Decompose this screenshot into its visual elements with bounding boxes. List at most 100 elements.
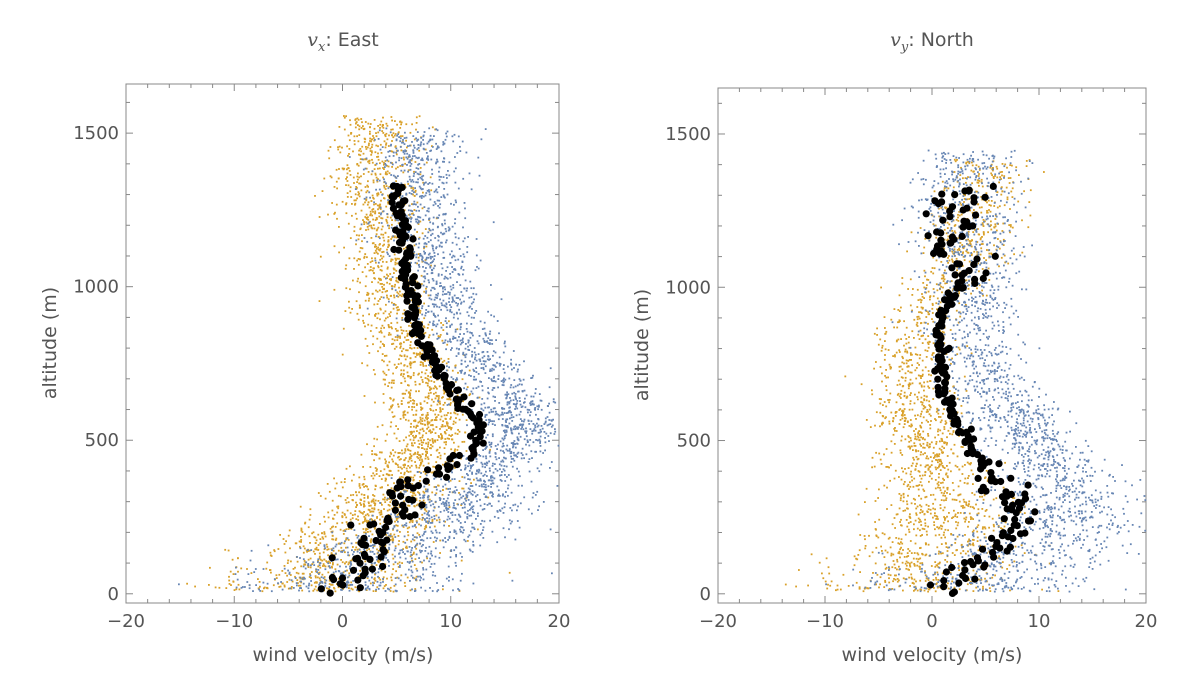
orange-scatter-point — [345, 202, 348, 205]
orange-scatter-point — [362, 512, 364, 515]
orange-scatter-point — [395, 367, 397, 369]
blue-scatter-point — [440, 263, 443, 265]
blue-scatter-point — [510, 429, 513, 432]
orange-scatter-point — [413, 138, 416, 141]
orange-scatter-point — [284, 572, 287, 574]
blue-scatter-point — [449, 253, 451, 256]
orange-scatter-point — [395, 259, 397, 261]
orange-scatter-point — [400, 362, 402, 365]
blue-scatter-point — [414, 261, 417, 264]
blue-scatter-point — [455, 555, 457, 558]
blue-scatter-point — [500, 460, 503, 463]
orange-scatter-point — [382, 587, 385, 590]
blue-scatter-point — [455, 489, 458, 491]
orange-scatter-point — [372, 224, 375, 226]
blue-scatter-point — [427, 155, 429, 158]
orange-scatter-point — [331, 583, 334, 586]
orange-scatter-point — [409, 364, 412, 367]
blue-scatter-point — [465, 353, 468, 356]
orange-scatter-point — [386, 281, 388, 284]
orange-scatter-point — [382, 260, 384, 263]
blue-scatter-point — [498, 362, 501, 365]
blue-scatter-point — [488, 450, 491, 453]
orange-scatter-point — [340, 481, 343, 484]
orange-scatter-point — [371, 214, 373, 217]
orange-scatter-point — [411, 495, 414, 498]
orange-scatter-point — [380, 269, 383, 272]
orange-scatter-point — [369, 140, 371, 142]
orange-scatter-point — [420, 439, 423, 442]
blue-scatter-point — [339, 572, 342, 575]
orange-scatter-point — [358, 128, 361, 131]
blue-scatter-point — [435, 488, 438, 491]
blue-scatter-point — [452, 286, 455, 289]
blue-scatter-point — [520, 452, 523, 454]
orange-scatter-point — [347, 584, 350, 587]
blue-scatter-point — [497, 386, 499, 389]
orange-scatter-point — [319, 558, 322, 561]
orange-scatter-point — [332, 525, 334, 528]
orange-scatter-point — [379, 307, 382, 310]
orange-scatter-point — [456, 413, 459, 416]
orange-scatter-point — [393, 533, 396, 536]
orange-scatter-point — [458, 492, 460, 494]
blue-scatter-point — [491, 339, 493, 342]
blue-scatter-point — [415, 209, 418, 212]
blue-scatter-point — [443, 256, 446, 259]
blue-scatter-point — [410, 565, 413, 568]
blue-scatter-point — [427, 207, 430, 210]
orange-scatter-point — [439, 454, 442, 457]
orange-scatter-point — [391, 236, 394, 239]
blue-scatter-point — [527, 508, 530, 511]
blue-scatter-point — [509, 507, 512, 509]
orange-scatter-point — [359, 154, 362, 157]
orange-scatter-point — [307, 558, 310, 561]
blue-scatter-point — [385, 182, 387, 185]
orange-scatter-point — [281, 582, 284, 585]
orange-scatter-point — [373, 507, 376, 510]
orange-scatter-point — [372, 179, 375, 182]
orange-scatter-point — [332, 572, 335, 575]
orange-scatter-point — [379, 470, 382, 472]
blue-scatter-point — [435, 148, 438, 150]
orange-scatter-point — [341, 549, 344, 552]
blue-scatter-point — [355, 239, 358, 242]
blue-scatter-point — [448, 537, 451, 539]
orange-scatter-point — [415, 526, 417, 529]
blue-scatter-point — [422, 284, 425, 287]
orange-scatter-point — [334, 526, 337, 528]
blue-scatter-point — [540, 399, 543, 402]
blue-scatter-point — [432, 312, 435, 315]
orange-scatter-point — [345, 203, 347, 206]
blue-scatter-point — [460, 371, 463, 374]
blue-scatter-point — [416, 542, 419, 545]
orange-scatter-point — [387, 165, 390, 168]
blue-scatter-point — [483, 508, 486, 510]
blue-scatter-point — [495, 412, 498, 415]
orange-scatter-point — [442, 588, 444, 591]
orange-scatter-point — [404, 489, 407, 492]
blue-scatter-point — [473, 351, 476, 354]
orange-scatter-point — [374, 467, 377, 469]
blue-scatter-point — [538, 431, 541, 434]
orange-scatter-point — [392, 398, 395, 401]
orange-scatter-point — [316, 589, 319, 592]
orange-scatter-point — [319, 579, 322, 582]
blue-scatter-point — [442, 485, 444, 488]
orange-scatter-point — [348, 170, 351, 172]
orange-scatter-point — [449, 418, 452, 420]
blue-scatter-point — [463, 506, 466, 509]
blue-scatter-point — [472, 301, 475, 304]
orange-scatter-point — [357, 515, 359, 518]
orange-scatter-point — [366, 345, 369, 347]
blue-scatter-point — [478, 469, 481, 472]
blue-scatter-point — [410, 218, 412, 220]
blue-scatter-point — [476, 266, 478, 268]
blue-scatter-point — [431, 272, 434, 274]
blue-scatter-point — [468, 534, 471, 537]
orange-scatter-point — [367, 160, 369, 163]
blue-scatter-point — [497, 517, 500, 519]
orange-scatter-point — [418, 236, 421, 239]
orange-scatter-point — [441, 434, 443, 437]
blue-scatter-point — [388, 565, 390, 567]
